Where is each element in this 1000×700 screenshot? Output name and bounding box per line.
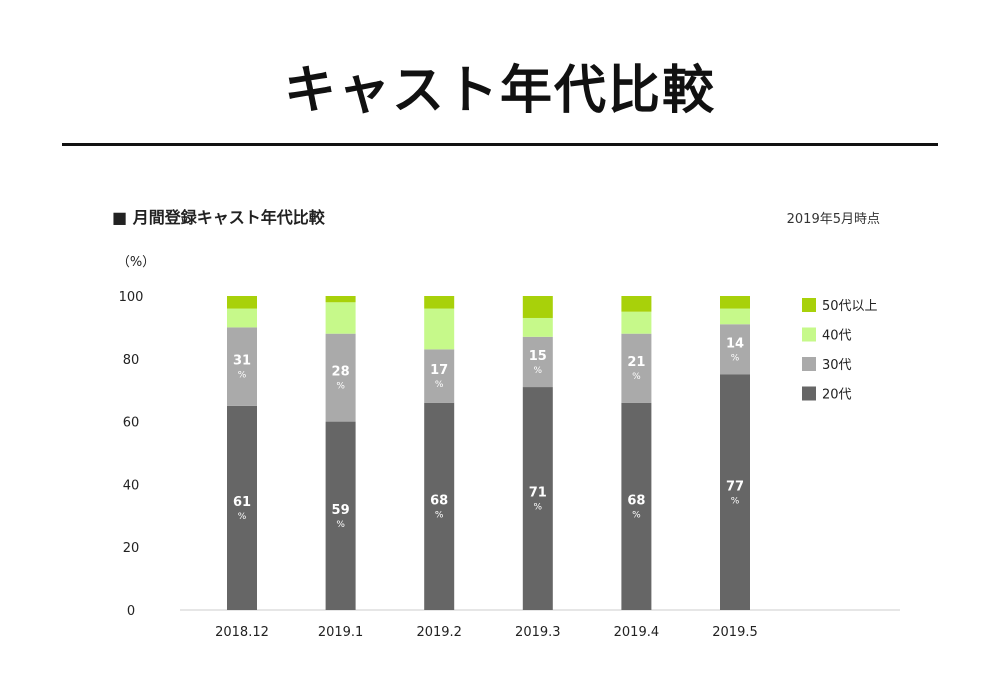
data-label: 68 — [430, 493, 448, 508]
bar-segment — [325, 421, 356, 610]
bar-segment — [227, 327, 257, 406]
legend-swatch — [802, 357, 816, 371]
title-divider — [62, 143, 938, 146]
data-label: 17 — [430, 363, 448, 378]
data-label: 14 — [726, 336, 744, 351]
data-label-unit: % — [238, 371, 247, 381]
data-label: 31 — [233, 354, 251, 369]
bar-segment — [522, 317, 553, 337]
data-label-unit: % — [731, 353, 740, 363]
y-tick-label: 0 — [127, 604, 135, 619]
bar-segment — [522, 296, 553, 318]
data-label-unit: % — [731, 496, 740, 506]
bar-segment — [621, 402, 652, 610]
data-label: 21 — [627, 355, 645, 370]
bar-segment — [621, 296, 652, 312]
y-tick-label: 40 — [123, 478, 140, 493]
bar-segment — [522, 387, 553, 610]
data-label: 68 — [627, 493, 645, 508]
bar-segment — [325, 333, 356, 422]
data-label-unit: % — [534, 503, 543, 513]
bar-segment — [720, 324, 750, 375]
data-label: 59 — [332, 503, 350, 518]
bar-segment — [424, 296, 455, 309]
bar-segment — [522, 336, 553, 388]
data-label: 71 — [529, 486, 547, 501]
y-tick-label: 20 — [123, 541, 140, 556]
y-axis-unit-label: （%） — [117, 255, 155, 270]
legend-label: 30代 — [822, 358, 852, 373]
data-label: 77 — [726, 479, 744, 494]
chart-heading: ■ 月間登録キャスト年代比較 — [112, 208, 325, 227]
legend-swatch — [802, 327, 816, 342]
bar-segment — [621, 311, 652, 334]
bar-segment — [720, 308, 750, 325]
y-tick-label: 80 — [123, 353, 140, 368]
data-label-unit: % — [632, 510, 641, 520]
data-label-unit: % — [336, 520, 345, 530]
data-label-unit: % — [632, 372, 641, 382]
data-label-unit: % — [435, 510, 444, 520]
y-tick-label: 60 — [123, 416, 140, 431]
bar-segment — [227, 405, 257, 610]
x-tick-label: 2018.12 — [215, 625, 269, 640]
legend-label: 20代 — [822, 388, 852, 403]
data-label: 15 — [529, 349, 547, 364]
x-tick-label: 2019.4 — [614, 625, 660, 640]
data-label: 28 — [332, 365, 350, 380]
data-label-unit: % — [238, 512, 247, 522]
bar-segment — [424, 308, 455, 350]
legend-label: 40代 — [822, 329, 852, 344]
page-title: キャスト年代比較 — [283, 61, 716, 121]
legend-swatch — [802, 386, 816, 401]
bar-segment — [424, 349, 455, 403]
x-tick-label: 2019.3 — [515, 625, 561, 640]
data-label-unit: % — [336, 382, 345, 392]
bar-segment — [325, 302, 356, 334]
bar-segment — [621, 333, 652, 403]
bar-segment — [720, 296, 750, 309]
data-label: 61 — [233, 495, 251, 510]
data-label-unit: % — [435, 380, 444, 390]
x-tick-label: 2019.2 — [416, 625, 462, 640]
legend-swatch — [802, 298, 816, 312]
bar-segment — [720, 374, 750, 610]
chart-note: 2019年5月時点 — [786, 212, 880, 227]
bar-segment — [227, 308, 257, 328]
x-tick-label: 2019.1 — [318, 625, 364, 640]
y-tick-label: 100 — [119, 290, 144, 305]
bar-segment — [325, 296, 356, 303]
legend-label: 50代以上 — [822, 299, 878, 314]
bar-segment — [227, 296, 257, 309]
bar-segment — [424, 402, 455, 610]
data-label-unit: % — [534, 366, 543, 376]
x-tick-label: 2019.5 — [712, 625, 758, 640]
